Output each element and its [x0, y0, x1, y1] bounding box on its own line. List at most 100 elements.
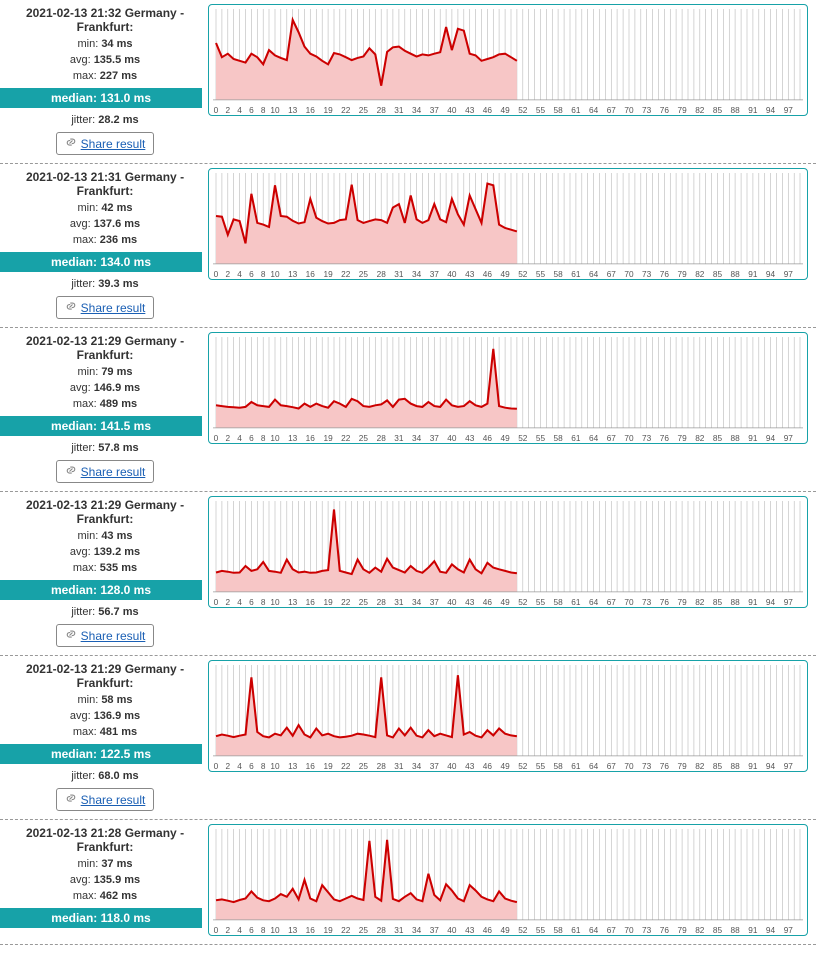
median-value: 131.0 ms: [100, 91, 151, 105]
share-result-button[interactable]: Share result: [56, 460, 155, 483]
share-result-button[interactable]: Share result: [56, 132, 155, 155]
min-stat: min: 42 ms: [8, 202, 202, 214]
ping-result-row: 2021-02-13 21:32 Germany - Frankfurt: mi…: [0, 0, 816, 164]
result-stats-panel: 2021-02-13 21:32 Germany - Frankfurt: mi…: [8, 4, 208, 163]
svg-text:46: 46: [483, 598, 493, 607]
svg-text:10: 10: [270, 270, 280, 279]
avg-value: 146.9 ms: [94, 382, 140, 394]
svg-text:10: 10: [270, 106, 280, 115]
jitter-value: 28.2 ms: [98, 114, 138, 126]
svg-text:16: 16: [306, 762, 316, 771]
svg-text:73: 73: [642, 270, 652, 279]
svg-text:91: 91: [748, 598, 758, 607]
svg-text:88: 88: [730, 270, 740, 279]
link-icon: [65, 464, 77, 479]
svg-text:79: 79: [678, 434, 688, 443]
svg-text:97: 97: [784, 106, 794, 115]
svg-text:70: 70: [624, 598, 634, 607]
svg-text:52: 52: [518, 926, 528, 935]
median-label: median:: [51, 583, 97, 597]
svg-text:37: 37: [430, 926, 440, 935]
avg-value: 135.5 ms: [94, 54, 140, 66]
max-label: max:: [73, 234, 97, 246]
svg-text:34: 34: [412, 762, 422, 771]
svg-text:4: 4: [237, 598, 242, 607]
min-value: 37 ms: [101, 858, 132, 870]
median-label: median:: [51, 419, 97, 433]
svg-text:73: 73: [642, 762, 652, 771]
svg-text:19: 19: [324, 434, 334, 443]
jitter-value: 39.3 ms: [98, 278, 138, 290]
svg-text:76: 76: [660, 270, 670, 279]
chart-panel: 0246810131619222528313437404346495255586…: [208, 332, 808, 452]
svg-text:40: 40: [447, 598, 457, 607]
svg-text:67: 67: [607, 598, 617, 607]
svg-text:97: 97: [784, 270, 794, 279]
max-label: max:: [73, 398, 97, 410]
svg-text:2: 2: [225, 926, 230, 935]
svg-text:28: 28: [377, 270, 387, 279]
svg-text:31: 31: [394, 926, 404, 935]
svg-text:67: 67: [607, 762, 617, 771]
min-label: min:: [77, 858, 98, 870]
share-label: Share result: [81, 137, 146, 151]
chart-panel: 0246810131619222528313437404346495255586…: [208, 4, 808, 124]
svg-text:6: 6: [249, 762, 254, 771]
svg-text:31: 31: [394, 270, 404, 279]
svg-text:88: 88: [730, 762, 740, 771]
result-header: 2021-02-13 21:31 Germany - Frankfurt:: [8, 170, 202, 198]
svg-text:70: 70: [624, 762, 634, 771]
svg-text:49: 49: [501, 762, 511, 771]
result-stats-panel: 2021-02-13 21:29 Germany - Frankfurt: mi…: [8, 496, 208, 655]
min-value: 34 ms: [101, 38, 132, 50]
avg-stat: avg: 136.9 ms: [8, 710, 202, 722]
svg-text:58: 58: [553, 762, 563, 771]
max-stat: max: 489 ms: [8, 398, 202, 410]
svg-text:94: 94: [766, 762, 776, 771]
jitter-stat: jitter: 57.8 ms: [8, 442, 202, 454]
share-result-button[interactable]: Share result: [56, 788, 155, 811]
svg-text:82: 82: [695, 762, 705, 771]
min-stat: min: 79 ms: [8, 366, 202, 378]
svg-text:16: 16: [306, 106, 316, 115]
svg-text:64: 64: [589, 434, 599, 443]
svg-text:46: 46: [483, 926, 493, 935]
ping-chart: 0246810131619222528313437404346495255586…: [208, 4, 808, 116]
svg-text:94: 94: [766, 434, 776, 443]
link-icon: [65, 300, 77, 315]
svg-text:22: 22: [341, 434, 351, 443]
svg-text:94: 94: [766, 106, 776, 115]
svg-text:40: 40: [447, 926, 457, 935]
max-value: 236 ms: [100, 234, 137, 246]
median-bar: median: 128.0 ms: [0, 580, 202, 600]
ping-result-row: 2021-02-13 21:29 Germany - Frankfurt: mi…: [0, 492, 816, 656]
median-label: median:: [51, 747, 97, 761]
svg-text:73: 73: [642, 434, 652, 443]
result-header: 2021-02-13 21:28 Germany - Frankfurt:: [8, 826, 202, 854]
jitter-value: 57.8 ms: [98, 442, 138, 454]
jitter-label: jitter:: [71, 606, 95, 618]
share-result-button[interactable]: Share result: [56, 624, 155, 647]
svg-text:70: 70: [624, 434, 634, 443]
svg-text:88: 88: [730, 598, 740, 607]
svg-text:85: 85: [713, 598, 723, 607]
svg-text:85: 85: [713, 926, 723, 935]
svg-text:0: 0: [214, 926, 219, 935]
svg-text:19: 19: [324, 926, 334, 935]
avg-value: 139.2 ms: [94, 546, 140, 558]
min-value: 43 ms: [101, 530, 132, 542]
svg-text:55: 55: [536, 106, 546, 115]
timestamp: 2021-02-13 21:29: [26, 498, 121, 512]
svg-text:73: 73: [642, 926, 652, 935]
svg-text:6: 6: [249, 106, 254, 115]
svg-text:49: 49: [501, 598, 511, 607]
max-stat: max: 535 ms: [8, 562, 202, 574]
link-icon: [65, 792, 77, 807]
share-label: Share result: [81, 793, 146, 807]
svg-text:0: 0: [214, 434, 219, 443]
max-label: max:: [73, 70, 97, 82]
result-stats-panel: 2021-02-13 21:29 Germany - Frankfurt: mi…: [8, 332, 208, 491]
svg-text:34: 34: [412, 434, 422, 443]
svg-text:10: 10: [270, 926, 280, 935]
share-result-button[interactable]: Share result: [56, 296, 155, 319]
